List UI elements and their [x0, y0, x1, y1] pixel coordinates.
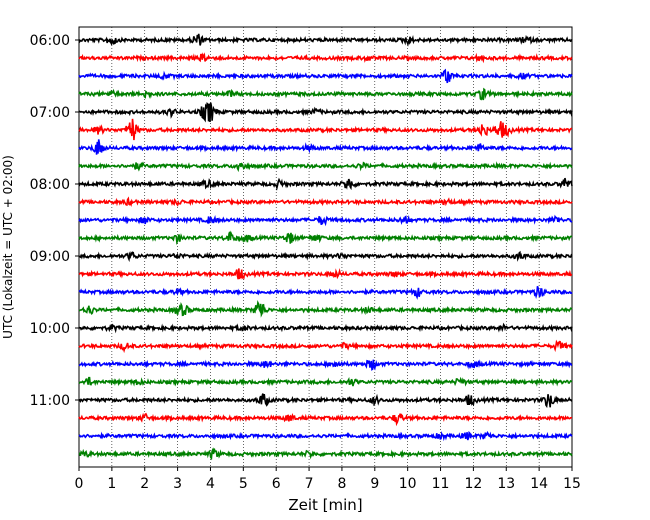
trace-1030: [78, 359, 573, 371]
trace-0845: [78, 230, 573, 246]
y-tick-label: 07:00: [30, 105, 70, 121]
trace-0945: [78, 299, 573, 318]
trace-0830: [78, 214, 573, 227]
y-axis-ticks: 06:00 07:00 08:00 09:00 10:00 11:00: [30, 33, 79, 409]
x-tick-label: 10: [399, 476, 417, 492]
trace-0615: [78, 52, 573, 64]
trace-0900: [78, 250, 573, 263]
x-tick-label: 2: [140, 476, 149, 492]
trace-0730: [78, 139, 573, 155]
trace-0600: [78, 33, 573, 47]
x-tick-label: 4: [206, 476, 215, 492]
trace-1045: [78, 376, 573, 387]
trace-0700: [78, 102, 573, 123]
vertical-grid: [111, 27, 540, 467]
x-tick-label: 9: [370, 476, 379, 492]
trace-1115: [78, 412, 573, 427]
trace-0715: [78, 118, 573, 141]
x-axis-label: Zeit [min]: [288, 496, 362, 514]
trace-0745: [78, 161, 573, 173]
x-tick-label: 0: [75, 476, 84, 492]
trace-1015: [78, 339, 573, 354]
x-tick-label: 7: [305, 476, 314, 492]
x-tick-label: 8: [337, 476, 346, 492]
y-tick-label: 06:00: [30, 33, 70, 49]
x-tick-label: 15: [563, 476, 581, 492]
y-tick-label: 09:00: [30, 249, 70, 265]
x-tick-label: 11: [432, 476, 450, 492]
y-axis-label: UTC (Lokalzeit = UTC + 02:00): [1, 155, 15, 339]
trace-0630: [78, 68, 573, 84]
x-axis-ticks: 0 1 2 3 4 5 6 7 8 9 10 11 12 13 14 15: [75, 467, 581, 492]
seismic-traces: [78, 33, 573, 461]
x-tick-label: 5: [239, 476, 248, 492]
plot-area-frame: [78, 26, 573, 468]
x-tick-label: 12: [464, 476, 482, 492]
trace-1130: [78, 430, 573, 442]
trace-0645: [78, 87, 573, 101]
x-tick-label: 6: [272, 476, 281, 492]
trace-1100: [78, 393, 573, 409]
trace-0930: [78, 285, 573, 300]
trace-0815: [78, 196, 573, 208]
trace-1000: [78, 322, 573, 334]
y-tick-label: 11:00: [30, 393, 70, 409]
x-tick-label: 13: [497, 476, 515, 492]
y-tick-label: 08:00: [30, 177, 70, 193]
trace-0800: [78, 177, 573, 191]
x-tick-label: 1: [107, 476, 116, 492]
trace-0915: [78, 268, 573, 280]
y-tick-label: 10:00: [30, 321, 70, 337]
x-tick-label: 14: [530, 476, 548, 492]
trace-1145: [78, 447, 573, 461]
x-tick-label: 3: [173, 476, 182, 492]
